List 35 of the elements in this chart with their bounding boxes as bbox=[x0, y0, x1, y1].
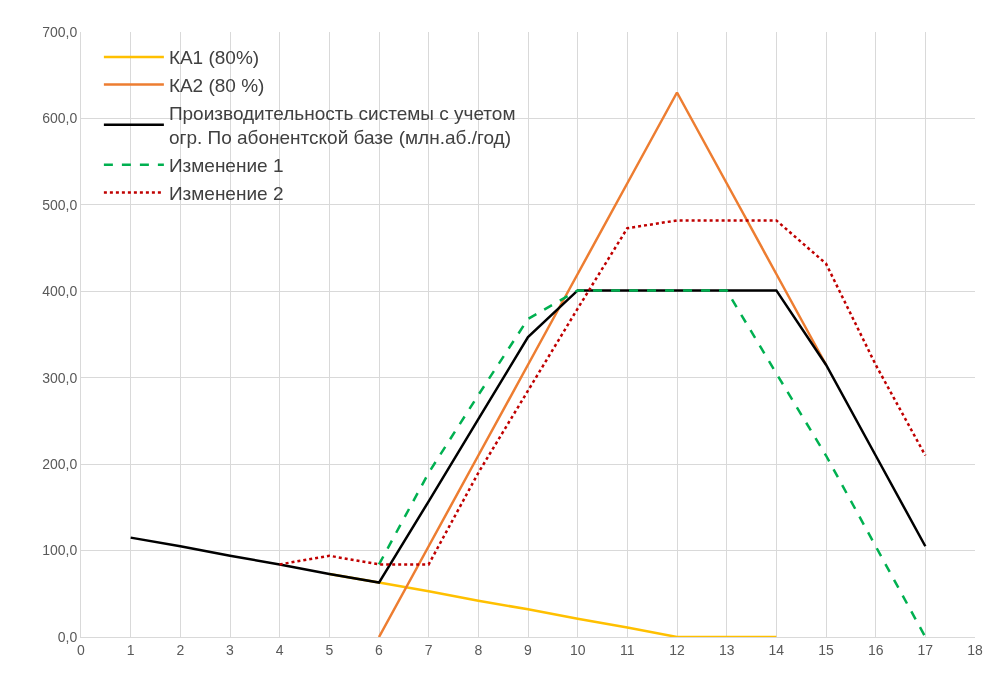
x-tick-label: 1 bbox=[126, 641, 135, 658]
x-tick-label: 14 bbox=[768, 641, 785, 658]
x-tick-label: 8 bbox=[474, 641, 483, 658]
legend-label: Изменение 2 bbox=[168, 182, 284, 204]
line-series bbox=[377, 289, 927, 637]
line-series bbox=[278, 219, 927, 566]
x-tick-label: 16 bbox=[867, 641, 884, 658]
legend-label: Изменение 1 bbox=[168, 155, 284, 177]
x-tick-label: 13 bbox=[718, 641, 735, 658]
legend-label: Производительность системы с учетом огр. По абонентской базе (млн.аб./год) bbox=[168, 102, 516, 149]
x-tick-label: 15 bbox=[818, 641, 834, 658]
x-tick-label: 7 bbox=[424, 641, 433, 658]
y-tick-label: 100,0 bbox=[42, 542, 78, 559]
x-tick-label: 9 bbox=[524, 641, 533, 658]
x-tick-label: 11 bbox=[620, 641, 635, 658]
y-tick-label: 700,0 bbox=[42, 23, 78, 40]
y-tick-label: 200,0 bbox=[42, 456, 78, 473]
x-tick-label: 18 bbox=[967, 641, 983, 658]
x-tick-label: 3 bbox=[226, 641, 235, 658]
y-tick-label: 500,0 bbox=[42, 196, 78, 213]
y-tick-label: 600,0 bbox=[42, 110, 78, 127]
y-tick-label: 0,0 bbox=[57, 628, 78, 645]
x-tick-label: 4 bbox=[275, 641, 284, 658]
legend-label: КА2 (80 %) bbox=[168, 75, 265, 97]
x-tick-label: 6 bbox=[375, 641, 384, 658]
x-tick-label: 12 bbox=[669, 641, 685, 658]
y-tick-label: 400,0 bbox=[42, 283, 78, 300]
x-tick-label: 17 bbox=[917, 641, 934, 658]
line-series bbox=[129, 289, 927, 584]
x-tick-label: 2 bbox=[176, 641, 185, 658]
y-tick-label: 300,0 bbox=[42, 369, 78, 386]
legend-label: КА1 (80%) bbox=[168, 47, 260, 69]
x-tick-label: 0 bbox=[77, 641, 86, 658]
x-tick-label: 10 bbox=[569, 641, 586, 658]
x-tick-label: 5 bbox=[325, 641, 334, 658]
